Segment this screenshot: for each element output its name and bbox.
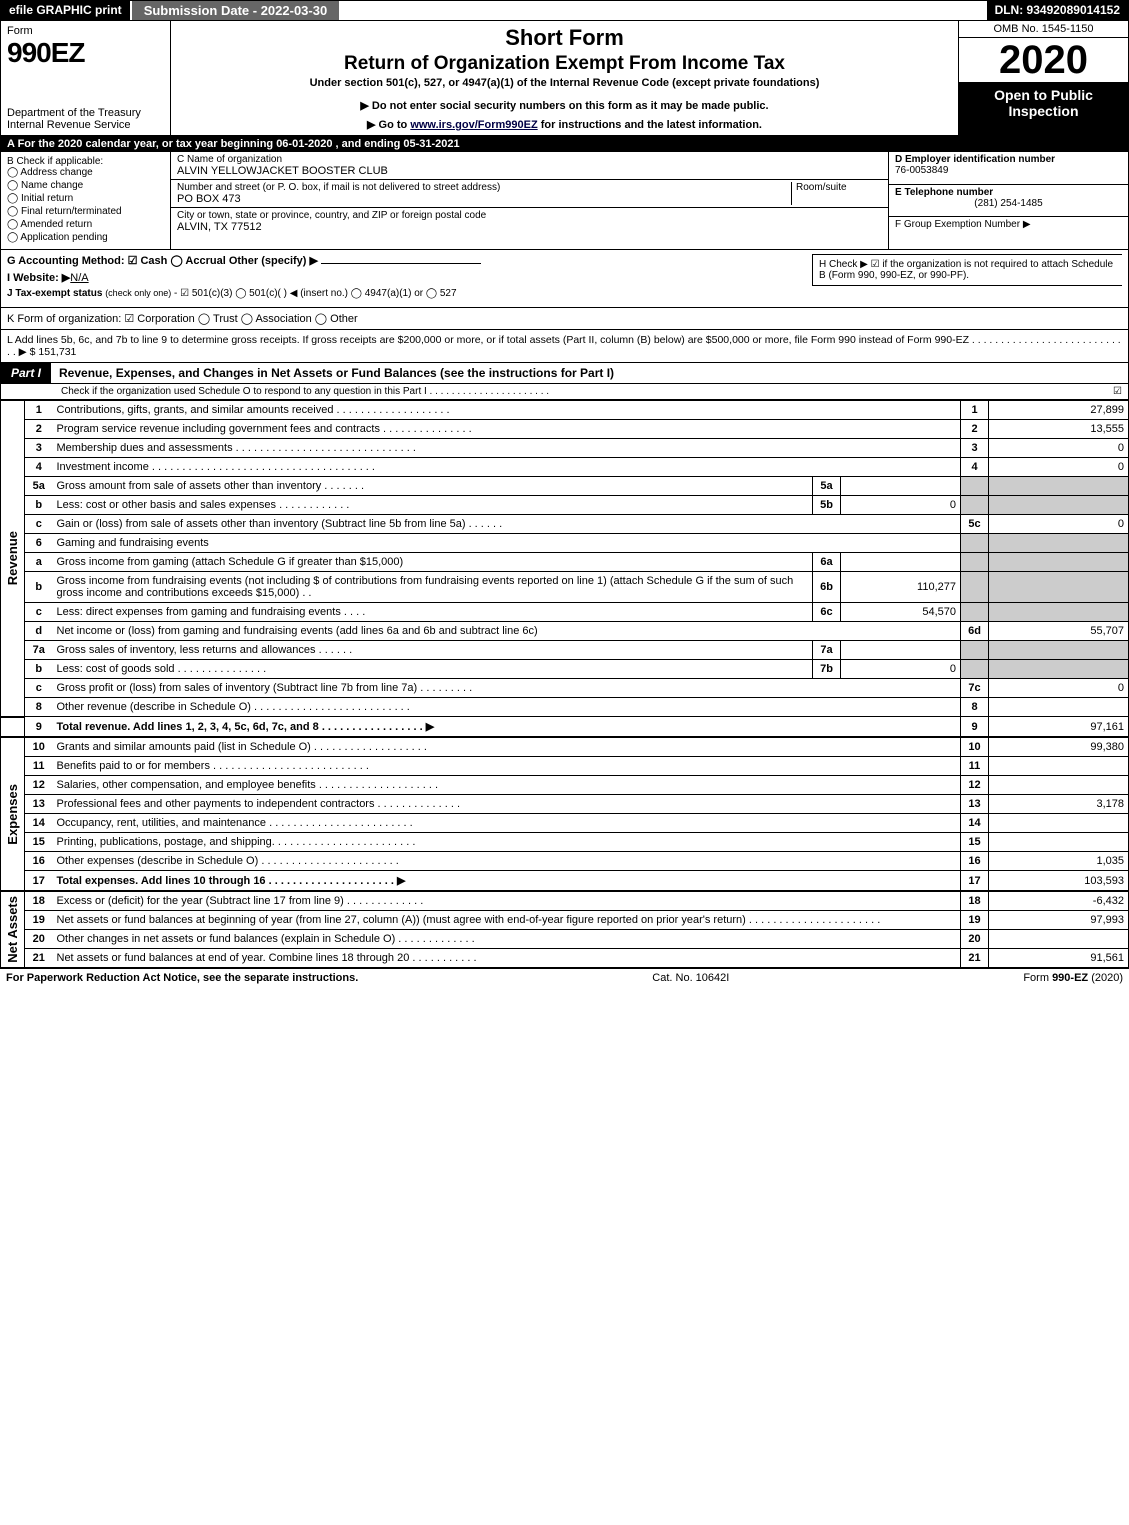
financial-table: Revenue 1 Contributions, gifts, grants, … (0, 400, 1129, 968)
city-label: City or town, state or province, country… (177, 210, 882, 221)
part1-title: Revenue, Expenses, and Changes in Net As… (51, 363, 622, 383)
c-name-label: C Name of organization (177, 154, 882, 165)
row-j: J Tax-exempt status (check only one) - ☑… (7, 288, 1122, 299)
side-revenue: Revenue (5, 531, 20, 585)
irs-link[interactable]: www.irs.gov/Form990EZ (410, 119, 537, 131)
form-header: Form 990EZ Department of the Treasury In… (0, 21, 1129, 136)
box-def: D Employer identification number 76-0053… (888, 152, 1128, 249)
footer-left: For Paperwork Reduction Act Notice, see … (6, 972, 358, 984)
ein-label: D Employer identification number (895, 154, 1055, 165)
row-h: H Check ▶ ☑ if the organization is not r… (812, 254, 1122, 286)
addr-label: Number and street (or P. O. box, if mail… (177, 182, 787, 193)
part1-sub: Check if the organization used Schedule … (0, 384, 1129, 400)
chk-amended-return[interactable]: ◯ Amended return (7, 219, 164, 230)
box-b: B Check if applicable: ◯ Address change … (1, 152, 171, 249)
ein-value: 76-0053849 (895, 165, 948, 176)
dln-label: DLN: 93492089014152 (987, 1, 1128, 20)
omb-number: OMB No. 1545-1150 (959, 21, 1128, 38)
short-form-title: Short Form (179, 25, 950, 51)
efile-label[interactable]: efile GRAPHIC print (1, 1, 130, 20)
under-section: Under section 501(c), 527, or 4947(a)(1)… (179, 77, 950, 89)
chk-final-return[interactable]: ◯ Final return/terminated (7, 206, 164, 217)
form-number: 990EZ (7, 37, 164, 69)
form-word: Form (7, 25, 164, 37)
header-left: Form 990EZ Department of the Treasury In… (1, 21, 171, 135)
row-a-tax-year: A For the 2020 calendar year, or tax yea… (0, 136, 1129, 152)
line-desc: Contributions, gifts, grants, and simila… (53, 401, 961, 420)
section-bcde: B Check if applicable: ◯ Address change … (0, 152, 1129, 250)
footer-cat: Cat. No. 10642I (652, 972, 729, 984)
side-expenses: Expenses (5, 784, 20, 845)
header-right: OMB No. 1545-1150 2020 Open to Public In… (958, 21, 1128, 135)
ssn-note: ▶ Do not enter social security numbers o… (179, 99, 950, 112)
footer: For Paperwork Reduction Act Notice, see … (0, 968, 1129, 987)
tax-year: 2020 (959, 38, 1128, 83)
footer-right: Form 990-EZ (2020) (1023, 972, 1123, 984)
room-label: Room/suite (796, 182, 882, 193)
side-net-assets: Net Assets (5, 896, 20, 963)
website-value: N/A (70, 272, 88, 284)
open-to-public: Open to Public Inspection (959, 83, 1128, 135)
form-title: Return of Organization Exempt From Incom… (179, 53, 950, 75)
submission-date: Submission Date - 2022-03-30 (130, 1, 340, 20)
org-city: ALVIN, TX 77512 (177, 221, 882, 233)
chk-name-change[interactable]: ◯ Name change (7, 180, 164, 191)
topbar-spacer (339, 1, 986, 20)
chk-address-change[interactable]: ◯ Address change (7, 167, 164, 178)
part1-tab: Part I (1, 363, 51, 383)
row-k: K Form of organization: ☑ Corporation ◯ … (0, 308, 1129, 330)
top-bar: efile GRAPHIC print Submission Date - 20… (0, 0, 1129, 21)
phone-label: E Telephone number (895, 187, 993, 198)
schedule-o-check[interactable]: ☑ (1113, 386, 1122, 397)
box-b-title: B Check if applicable: (7, 156, 164, 167)
phone-value: (281) 254-1485 (895, 198, 1122, 209)
chk-application-pending[interactable]: ◯ Application pending (7, 232, 164, 243)
box-c: C Name of organization ALVIN YELLOWJACKE… (171, 152, 888, 249)
part1-header: Part I Revenue, Expenses, and Changes in… (0, 363, 1129, 384)
department-label: Department of the Treasury Internal Reve… (7, 107, 164, 131)
section-ghij: H Check ▶ ☑ if the organization is not r… (0, 250, 1129, 308)
other-specify-line[interactable] (321, 263, 481, 264)
goto-post: for instructions and the latest informat… (538, 119, 762, 131)
group-exemption-label: F Group Exemption Number ▶ (895, 219, 1031, 230)
goto-pre: ▶ Go to (367, 119, 410, 131)
chk-initial-return[interactable]: ◯ Initial return (7, 193, 164, 204)
header-mid: Short Form Return of Organization Exempt… (171, 21, 958, 135)
line-num: 1 (25, 401, 53, 420)
org-address: PO BOX 473 (177, 193, 787, 205)
org-name: ALVIN YELLOWJACKET BOOSTER CLUB (177, 165, 882, 177)
row-l: L Add lines 5b, 6c, and 7b to line 9 to … (0, 330, 1129, 363)
goto-note: ▶ Go to www.irs.gov/Form990EZ for instru… (179, 118, 950, 131)
